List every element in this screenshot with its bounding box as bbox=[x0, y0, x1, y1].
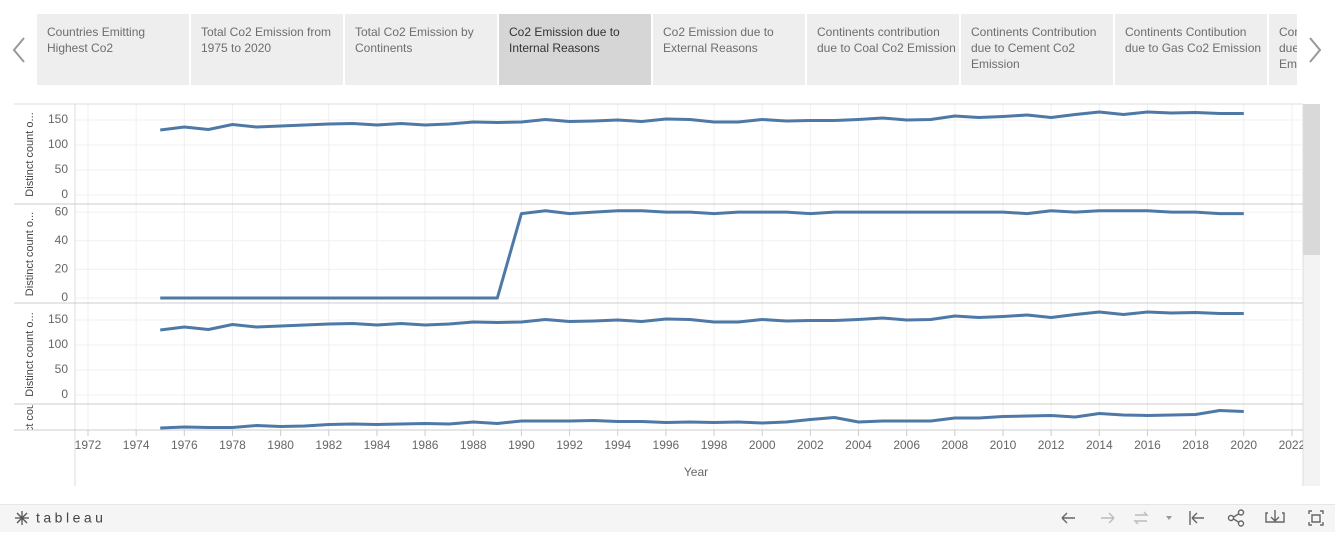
x-tick-label: 2020 bbox=[1230, 438, 1257, 452]
y-tick-label: 20 bbox=[55, 262, 69, 276]
tabs-prev[interactable] bbox=[12, 37, 25, 63]
x-tick-label: 2004 bbox=[845, 438, 872, 452]
y-tick-label: 150 bbox=[48, 112, 68, 126]
toolbar-icons: tableau bbox=[15, 509, 1324, 527]
fullscreen[interactable] bbox=[1308, 510, 1324, 526]
y-axis-title: Distinct count o... bbox=[24, 212, 36, 296]
revert-menu[interactable] bbox=[1166, 516, 1172, 520]
panel-axis: 0 50 100 150 Distinct count o... bbox=[24, 312, 68, 401]
tab[interactable]: Co2 Emission due to Internal Reasons bbox=[499, 14, 651, 85]
line bbox=[160, 110, 1244, 132]
tab[interactable]: Total Co2 Emission by Continents bbox=[345, 14, 497, 85]
y-axis-title: Distinct count o... bbox=[24, 312, 36, 396]
x-tick-label: 2018 bbox=[1182, 438, 1209, 452]
line bbox=[160, 409, 1244, 430]
y-tick-label: 50 bbox=[55, 162, 69, 176]
tab[interactable]: Countries Emitting Highest Co2 bbox=[37, 14, 189, 85]
y-axis-title: Distinct count o... bbox=[24, 112, 36, 196]
y-tick-label: 40 bbox=[55, 233, 69, 247]
x-axis-title: Year bbox=[684, 465, 708, 479]
x-tick-label: 1980 bbox=[267, 438, 294, 452]
y-tick-label: 100 bbox=[48, 337, 68, 351]
x-tick-label: 1974 bbox=[123, 438, 150, 452]
x-tick-label: 1996 bbox=[653, 438, 680, 452]
x-tick-label: 2010 bbox=[990, 438, 1017, 452]
tab[interactable]: Continents contribution due to Coal Co2 … bbox=[807, 14, 959, 85]
tab[interactable]: Co2 Emission due to External Reasons bbox=[653, 14, 805, 85]
revert[interactable] bbox=[1133, 511, 1149, 525]
x-tick-label: 1994 bbox=[604, 438, 631, 452]
tab[interactable]: Continents Contibution due to Gas Co2 Em… bbox=[1115, 14, 1267, 85]
x-tick-label: 2002 bbox=[797, 438, 824, 452]
panel-axis: 0 50 100 150 Distinct count o... bbox=[24, 112, 68, 201]
dashboard: Year 1972 1974 1976 1978 1980 1982 1984 1986 198… bbox=[12, 37, 1322, 486]
scroll-thumb[interactable] bbox=[1303, 104, 1320, 255]
logo-text: tableau bbox=[36, 510, 106, 526]
toolbar: tableau bbox=[0, 504, 1335, 532]
tabs-next[interactable] bbox=[1309, 37, 1322, 63]
plot-area bbox=[75, 104, 1303, 430]
y-tick-label: 0 bbox=[61, 187, 68, 201]
y-axis-title: Distinct count o... bbox=[24, 375, 36, 459]
x-tick-label: 1982 bbox=[315, 438, 342, 452]
x-tick-label: 2000 bbox=[749, 438, 776, 452]
x-tick-label: 1998 bbox=[701, 438, 728, 452]
download[interactable] bbox=[1265, 510, 1285, 523]
y-tick-label: 150 bbox=[48, 312, 68, 326]
reset[interactable] bbox=[1189, 511, 1204, 525]
x-tick-label: 2008 bbox=[941, 438, 968, 452]
line bbox=[160, 209, 1244, 300]
panel-axis: Distinct count o... bbox=[24, 375, 36, 459]
x-tick-label: 1990 bbox=[508, 438, 535, 452]
x-tick-label: 1984 bbox=[364, 438, 391, 452]
x-tick-label: 1988 bbox=[460, 438, 487, 452]
y-tick-label: 50 bbox=[55, 362, 69, 376]
redo[interactable] bbox=[1101, 512, 1115, 524]
undo[interactable] bbox=[1061, 512, 1075, 524]
tab[interactable]: Continents Contribution due to Flaring C… bbox=[1269, 14, 1297, 85]
tableau-icon bbox=[15, 511, 29, 525]
line bbox=[160, 310, 1244, 332]
x-tick-label: 2006 bbox=[893, 438, 920, 452]
x-axis: 1972 1974 1976 1978 1980 1982 1984 1986 1988 1990… bbox=[75, 430, 1306, 452]
x-tick-label: 1992 bbox=[556, 438, 583, 452]
x-tick-label: 2014 bbox=[1086, 438, 1113, 452]
x-tick-label: 2012 bbox=[1038, 438, 1065, 452]
y-tick-label: 0 bbox=[61, 387, 68, 401]
y-tick-label: 60 bbox=[55, 204, 69, 218]
x-tick-label: 1986 bbox=[412, 438, 439, 452]
y-tick-label: 100 bbox=[48, 137, 68, 151]
x-tick-label: 1978 bbox=[219, 438, 246, 452]
x-tick-label: 1976 bbox=[171, 438, 198, 452]
y-tick-label: 0 bbox=[61, 290, 68, 304]
tab-bar: Countries Emitting Highest Co2Total Co2 … bbox=[37, 14, 1297, 85]
tab[interactable]: Continents Contribution due to Cement Co… bbox=[961, 14, 1113, 85]
panel-axis: 0 20 40 60 Distinct count o... bbox=[24, 204, 69, 304]
x-tick-label: 2016 bbox=[1134, 438, 1161, 452]
x-tick-label: 2022 bbox=[1279, 438, 1306, 452]
x-tick-label: 1972 bbox=[75, 438, 102, 452]
tab[interactable]: Total Co2 Emission from 1975 to 2020 bbox=[191, 14, 343, 85]
